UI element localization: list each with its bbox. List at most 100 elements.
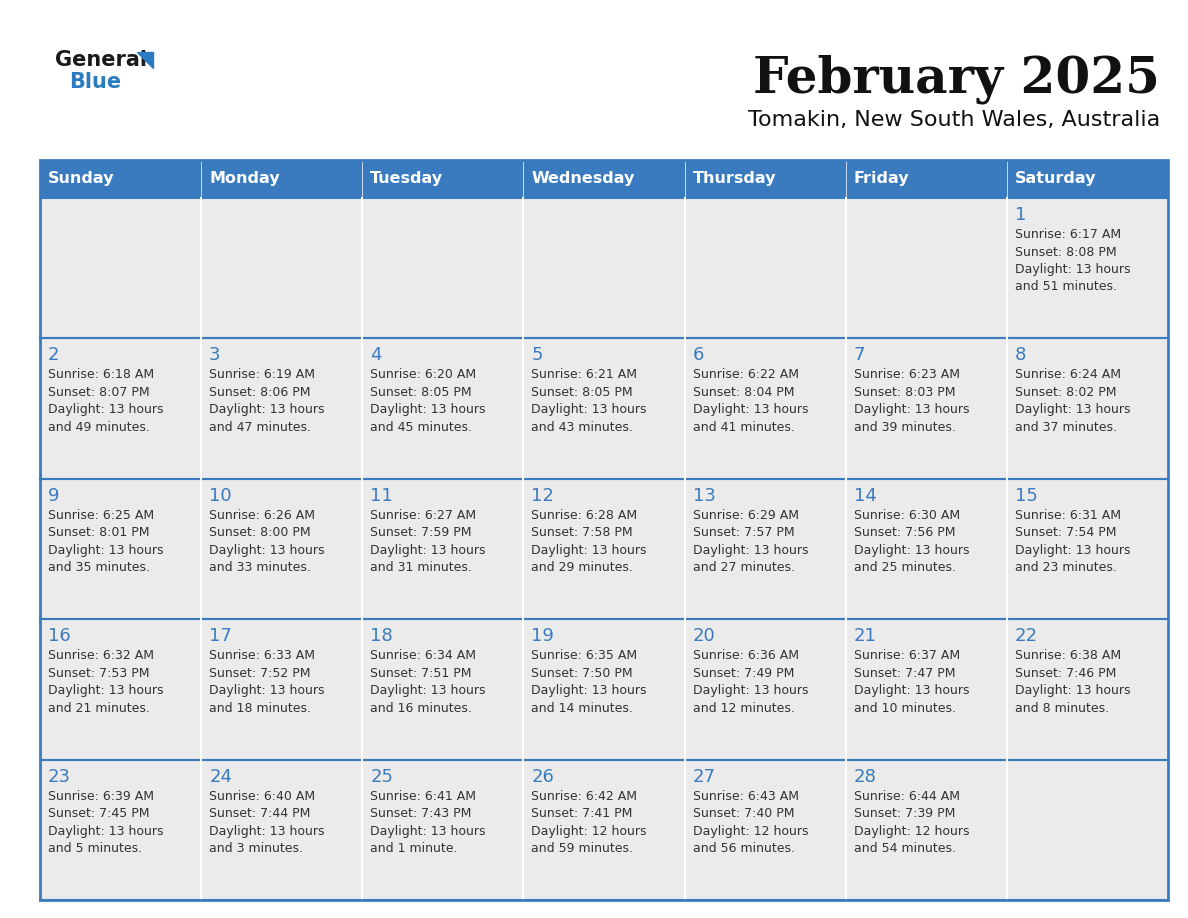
Text: and 8 minutes.: and 8 minutes.: [1015, 701, 1108, 715]
Text: Sunrise: 6:29 AM: Sunrise: 6:29 AM: [693, 509, 798, 521]
Text: Tuesday: Tuesday: [371, 172, 443, 186]
Text: Daylight: 13 hours: Daylight: 13 hours: [693, 403, 808, 417]
Text: Daylight: 13 hours: Daylight: 13 hours: [531, 403, 647, 417]
Text: and 23 minutes.: and 23 minutes.: [1015, 561, 1117, 575]
Bar: [362, 620, 524, 759]
Text: Sunset: 7:45 PM: Sunset: 7:45 PM: [48, 807, 150, 820]
Text: Daylight: 13 hours: Daylight: 13 hours: [371, 684, 486, 697]
Text: Sunrise: 6:32 AM: Sunrise: 6:32 AM: [48, 649, 154, 662]
Text: and 54 minutes.: and 54 minutes.: [854, 842, 955, 855]
Text: and 18 minutes.: and 18 minutes.: [209, 701, 311, 715]
Text: Sunset: 7:54 PM: Sunset: 7:54 PM: [1015, 526, 1117, 539]
Bar: [1007, 479, 1168, 620]
Text: and 27 minutes.: and 27 minutes.: [693, 561, 795, 575]
Text: Friday: Friday: [854, 172, 909, 186]
Text: 19: 19: [531, 627, 555, 645]
Text: Sunset: 7:43 PM: Sunset: 7:43 PM: [371, 807, 472, 820]
Text: 24: 24: [209, 767, 232, 786]
Text: 8: 8: [1015, 346, 1026, 364]
Text: Blue: Blue: [69, 72, 121, 92]
Bar: [684, 198, 846, 339]
Text: Sunrise: 6:38 AM: Sunrise: 6:38 AM: [1015, 649, 1121, 662]
Text: Daylight: 13 hours: Daylight: 13 hours: [48, 824, 164, 837]
Text: Daylight: 13 hours: Daylight: 13 hours: [531, 684, 647, 697]
Text: 16: 16: [48, 627, 71, 645]
Text: 18: 18: [371, 627, 393, 645]
Text: Sunrise: 6:24 AM: Sunrise: 6:24 AM: [1015, 368, 1120, 381]
Bar: [362, 198, 524, 339]
Text: Sunset: 7:40 PM: Sunset: 7:40 PM: [693, 807, 794, 820]
Text: 23: 23: [48, 767, 71, 786]
Bar: [846, 479, 1007, 620]
Text: 14: 14: [854, 487, 877, 505]
Text: Sunset: 7:57 PM: Sunset: 7:57 PM: [693, 526, 795, 539]
Text: 11: 11: [371, 487, 393, 505]
Text: Sunset: 7:58 PM: Sunset: 7:58 PM: [531, 526, 633, 539]
Text: Saturday: Saturday: [1015, 172, 1097, 186]
Bar: [1007, 759, 1168, 900]
Text: and 3 minutes.: and 3 minutes.: [209, 842, 303, 855]
Text: Sunset: 7:53 PM: Sunset: 7:53 PM: [48, 666, 150, 679]
Text: Daylight: 13 hours: Daylight: 13 hours: [371, 403, 486, 417]
Text: Sunrise: 6:44 AM: Sunrise: 6:44 AM: [854, 789, 960, 802]
Bar: [684, 479, 846, 620]
Text: Sunset: 7:39 PM: Sunset: 7:39 PM: [854, 807, 955, 820]
Text: Daylight: 13 hours: Daylight: 13 hours: [1015, 403, 1130, 417]
Text: and 43 minutes.: and 43 minutes.: [531, 420, 633, 434]
Text: Monday: Monday: [209, 172, 279, 186]
Text: Daylight: 12 hours: Daylight: 12 hours: [854, 824, 969, 837]
Bar: [201, 620, 362, 759]
Bar: [1007, 620, 1168, 759]
Text: Sunrise: 6:37 AM: Sunrise: 6:37 AM: [854, 649, 960, 662]
Polygon shape: [137, 52, 153, 68]
Bar: [40, 160, 1168, 900]
Text: Sunset: 7:52 PM: Sunset: 7:52 PM: [209, 666, 310, 679]
Text: Daylight: 13 hours: Daylight: 13 hours: [48, 543, 164, 557]
Bar: [1007, 339, 1168, 479]
Text: 20: 20: [693, 627, 715, 645]
Text: Sunrise: 6:34 AM: Sunrise: 6:34 AM: [371, 649, 476, 662]
Text: 10: 10: [209, 487, 232, 505]
Bar: [684, 620, 846, 759]
Text: and 14 minutes.: and 14 minutes.: [531, 701, 633, 715]
Text: 9: 9: [48, 487, 59, 505]
Text: Sunrise: 6:23 AM: Sunrise: 6:23 AM: [854, 368, 960, 381]
Text: and 35 minutes.: and 35 minutes.: [48, 561, 150, 575]
Text: Sunrise: 6:27 AM: Sunrise: 6:27 AM: [371, 509, 476, 521]
Text: and 21 minutes.: and 21 minutes.: [48, 701, 150, 715]
Text: 25: 25: [371, 767, 393, 786]
Text: and 39 minutes.: and 39 minutes.: [854, 420, 955, 434]
Text: and 47 minutes.: and 47 minutes.: [209, 420, 311, 434]
Text: Sunrise: 6:21 AM: Sunrise: 6:21 AM: [531, 368, 638, 381]
Text: Sunset: 7:49 PM: Sunset: 7:49 PM: [693, 666, 794, 679]
Text: Sunset: 8:03 PM: Sunset: 8:03 PM: [854, 386, 955, 399]
Text: and 25 minutes.: and 25 minutes.: [854, 561, 955, 575]
Text: Sunset: 7:47 PM: Sunset: 7:47 PM: [854, 666, 955, 679]
Text: Daylight: 13 hours: Daylight: 13 hours: [854, 684, 969, 697]
Text: and 49 minutes.: and 49 minutes.: [48, 420, 150, 434]
Text: Daylight: 13 hours: Daylight: 13 hours: [854, 543, 969, 557]
Text: Sunrise: 6:20 AM: Sunrise: 6:20 AM: [371, 368, 476, 381]
Text: 6: 6: [693, 346, 704, 364]
Text: and 29 minutes.: and 29 minutes.: [531, 561, 633, 575]
Text: Sunset: 8:04 PM: Sunset: 8:04 PM: [693, 386, 794, 399]
Text: 13: 13: [693, 487, 715, 505]
Text: and 5 minutes.: and 5 minutes.: [48, 842, 143, 855]
Text: and 1 minute.: and 1 minute.: [371, 842, 457, 855]
Text: Sunday: Sunday: [48, 172, 114, 186]
Text: Daylight: 13 hours: Daylight: 13 hours: [693, 684, 808, 697]
Text: and 37 minutes.: and 37 minutes.: [1015, 420, 1117, 434]
Text: and 10 minutes.: and 10 minutes.: [854, 701, 955, 715]
Text: Daylight: 13 hours: Daylight: 13 hours: [1015, 543, 1130, 557]
Bar: [846, 759, 1007, 900]
Text: Sunrise: 6:18 AM: Sunrise: 6:18 AM: [48, 368, 154, 381]
Text: Sunrise: 6:17 AM: Sunrise: 6:17 AM: [1015, 228, 1121, 241]
Text: Sunrise: 6:43 AM: Sunrise: 6:43 AM: [693, 789, 798, 802]
Text: Daylight: 13 hours: Daylight: 13 hours: [48, 684, 164, 697]
Text: Daylight: 13 hours: Daylight: 13 hours: [531, 543, 647, 557]
Bar: [40, 339, 201, 479]
Bar: [362, 479, 524, 620]
Text: Daylight: 13 hours: Daylight: 13 hours: [371, 824, 486, 837]
Text: Sunset: 8:01 PM: Sunset: 8:01 PM: [48, 526, 150, 539]
Text: 5: 5: [531, 346, 543, 364]
